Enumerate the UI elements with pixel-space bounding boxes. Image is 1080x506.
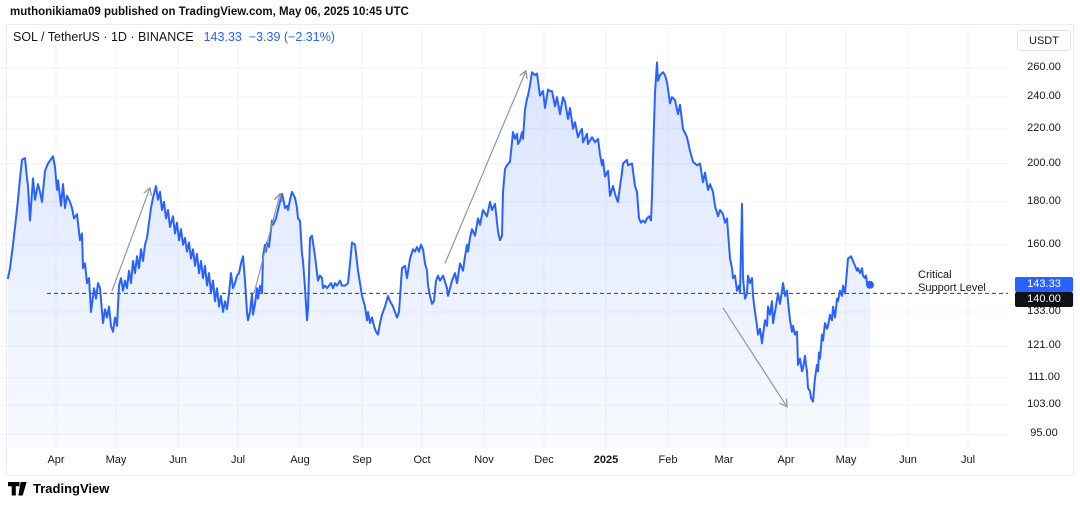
time-tick-label: Apr	[47, 454, 65, 466]
price-tick-label: 103.00	[1027, 398, 1061, 411]
price-tick-label: 220.00	[1027, 121, 1061, 134]
trend-arrow[interactable]	[111, 188, 150, 291]
byline: muthonikiama09 published on TradingView.…	[10, 6, 409, 18]
support-label-line2: Support Level	[918, 281, 986, 294]
time-tick-label: Sep	[352, 454, 372, 466]
price-tick-label: 240.00	[1027, 90, 1061, 103]
tradingview-logo[interactable]: TradingView	[8, 481, 109, 496]
time-tick-label: Nov	[474, 454, 494, 466]
time-tick-label: Mar	[714, 454, 734, 466]
price-tick-label: 160.00	[1027, 237, 1061, 250]
price-quote: 143.33 −3.39 (−2.31%)	[204, 30, 335, 44]
trend-arrow[interactable]	[722, 307, 787, 407]
time-tick-label: Apr	[777, 454, 795, 466]
price-tick-label: 121.00	[1027, 339, 1061, 352]
tradingview-logo-icon	[8, 481, 27, 495]
symbol-bar: SOL / TetherUS · 1D · BINANCE 143.33 −3.3…	[13, 30, 335, 44]
price-tick-label: 111.00	[1027, 370, 1060, 383]
time-tick-label: Oct	[413, 454, 431, 466]
time-tick-label: Dec	[534, 454, 554, 466]
time-tick-label: Jul	[230, 454, 246, 466]
last-price-dot	[866, 280, 874, 289]
time-tick-label: Aug	[290, 454, 310, 466]
last-price-text: 143.33	[203, 30, 242, 44]
footer: TradingView	[8, 481, 109, 496]
price-line	[7, 61, 871, 403]
price-change-text: −3.39 (−2.31%)	[248, 30, 335, 44]
time-tick-label: Jun	[899, 454, 917, 466]
support-label-line1: Critical	[918, 269, 952, 281]
time-tick-label: May	[835, 454, 857, 466]
time-tick-label: 2025	[593, 454, 619, 466]
tradingview-logo-text: TradingView	[33, 481, 110, 496]
time-tick-label: Feb	[658, 454, 678, 466]
support-level-badge: 140.00	[1015, 291, 1073, 307]
price-tick-label: 200.00	[1027, 156, 1061, 169]
price-tick-label: 260.00	[1027, 61, 1061, 73]
currency-toggle-button[interactable]: USDT	[1017, 30, 1071, 51]
time-tick-label: Jul	[960, 454, 976, 466]
trend-arrow[interactable]	[444, 71, 526, 264]
area-fill	[8, 62, 870, 449]
time-tick-label: Jun	[169, 454, 187, 466]
trend-arrow[interactable]	[253, 194, 280, 294]
symbol-title: SOL / TetherUS · 1D · BINANCE	[13, 30, 194, 44]
price-tick-label: 133.00	[1027, 305, 1061, 317]
time-tick-label: May	[105, 454, 127, 466]
chart-widget-border	[6, 24, 1074, 476]
price-tick-label: 180.00	[1027, 194, 1061, 207]
price-tick-label: 95.00	[1030, 427, 1058, 440]
last-price-badge: 143.33	[1015, 276, 1073, 292]
support-level-label: Critical Support Level	[918, 269, 986, 294]
